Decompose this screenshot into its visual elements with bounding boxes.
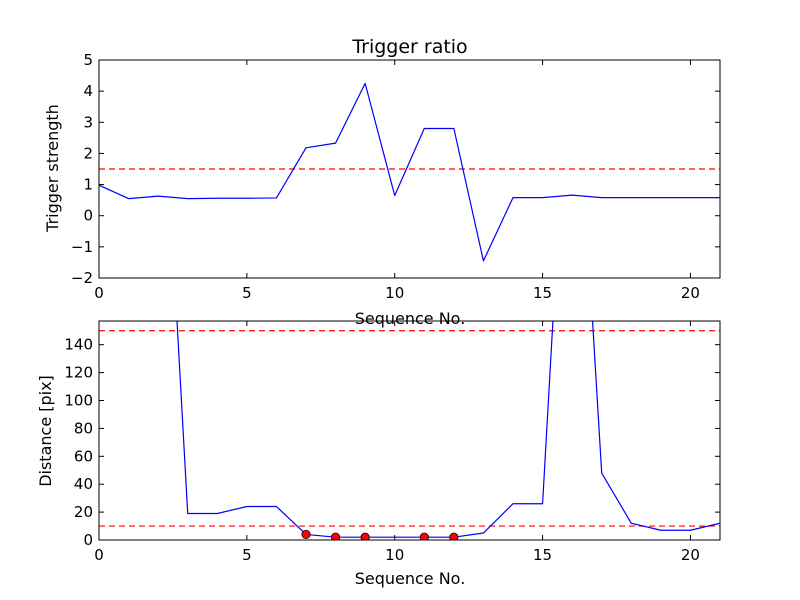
x-axis-label: Sequence No. (355, 309, 466, 328)
series-layer (99, 82, 720, 262)
y-axis-label: Trigger strength (43, 104, 62, 233)
y-tick-label: −1 (71, 238, 93, 256)
y-tick-label: 100 (64, 392, 93, 410)
chart-distance: Sequence No. Distance [pix] 0 5 10 15 20 0 20 4… (36, 320, 721, 588)
axes-frame (98, 59, 721, 279)
y-tick-label: 20 (74, 503, 93, 521)
chart-trigger-ratio: Trigger ratio Sequence No. Trigger stren… (43, 36, 721, 328)
y-tick-label: 140 (64, 336, 93, 354)
x-tick-label: 0 (94, 546, 104, 564)
x-tick-label: 10 (385, 284, 404, 302)
x-tick-label: 20 (681, 284, 700, 302)
y-tick-label: −2 (71, 269, 93, 287)
y-tick-label: 120 (64, 364, 93, 382)
series-line-0 (99, 82, 720, 262)
y-tick-label: 1 (83, 176, 93, 194)
y-tick-label: 60 (74, 447, 93, 465)
y-tick-label: 80 (74, 419, 93, 437)
y-tick-label: 3 (83, 113, 93, 131)
y-tick-label: 5 (83, 51, 93, 69)
y-axis-label: Distance [pix] (36, 375, 55, 487)
data-point-marker (419, 532, 429, 540)
data-point-marker (330, 532, 341, 540)
series-line-0 (176, 321, 720, 538)
data-point-marker (449, 532, 459, 540)
y-tick-label: 2 (83, 144, 93, 162)
axes-frame (98, 320, 721, 541)
y-tick-label: 4 (83, 82, 93, 100)
y-tick-label: 0 (83, 531, 93, 549)
x-tick-label: 15 (533, 284, 552, 302)
x-axis-label: Sequence No. (355, 569, 466, 588)
series-layer (99, 321, 720, 540)
x-tick-label: 10 (385, 546, 404, 564)
data-point-marker (301, 529, 311, 540)
data-point-marker (360, 532, 370, 540)
x-tick-label: 5 (242, 284, 252, 302)
x-tick-label: 20 (681, 546, 700, 564)
plot-area: 0 5 10 15 20 0 20 40 60 80 100 120 140 (64, 320, 721, 564)
plot-area: 0 5 10 15 20 −2 −1 0 1 2 3 4 5 (71, 51, 721, 302)
x-tick-label: 5 (242, 546, 252, 564)
y-tick-label: 0 (83, 207, 93, 225)
y-tick-label: 40 (74, 475, 93, 493)
x-tick-label: 0 (94, 284, 104, 302)
chart-title: Trigger ratio (351, 36, 467, 58)
x-tick-label: 15 (533, 546, 552, 564)
